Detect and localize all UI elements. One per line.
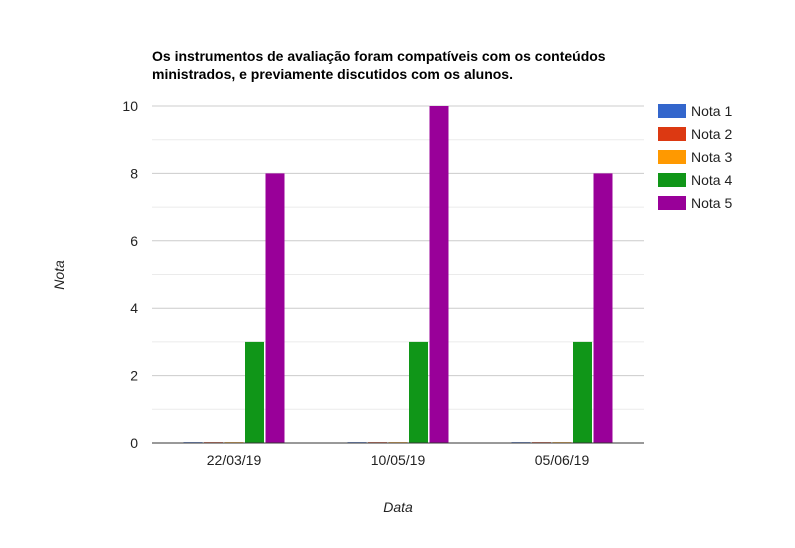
bar-nota-5-2[interactable] xyxy=(593,173,613,443)
y-tick-label: 4 xyxy=(130,300,138,316)
legend-swatch xyxy=(658,127,686,141)
legend-item-nota-3[interactable]: Nota 3 xyxy=(658,149,732,165)
legend-item-nota-4[interactable]: Nota 4 xyxy=(658,172,732,188)
y-tick-label: 2 xyxy=(130,368,138,384)
y-tick-label: 0 xyxy=(130,435,138,451)
y-tick-label: 8 xyxy=(130,165,138,181)
x-tick-label: 10/05/19 xyxy=(371,452,426,468)
gridlines xyxy=(152,105,644,410)
legend-label: Nota 2 xyxy=(691,126,732,142)
legend-label: Nota 3 xyxy=(691,149,732,165)
bar-nota-5-1[interactable] xyxy=(429,106,449,443)
legend-label: Nota 1 xyxy=(691,103,732,119)
y-tick-label: 10 xyxy=(122,98,138,114)
bar-nota-4-1[interactable] xyxy=(409,341,428,443)
legend-item-nota-5[interactable]: Nota 5 xyxy=(658,195,732,211)
legend-swatch xyxy=(658,173,686,187)
y-tick-label: 6 xyxy=(130,233,138,249)
legend-item-nota-1[interactable]: Nota 1 xyxy=(658,103,732,119)
bar-nota-5-0[interactable] xyxy=(265,173,285,443)
bar-nota-4-2[interactable] xyxy=(573,341,592,443)
y-axis-title: Nota xyxy=(51,260,67,290)
chart-title-line-2: ministrados, e previamente discutidos co… xyxy=(152,66,513,82)
legend-swatch xyxy=(658,104,686,118)
legend-label: Nota 5 xyxy=(691,195,732,211)
x-axis-title: Data xyxy=(383,499,413,515)
x-tick-label: 22/03/19 xyxy=(207,452,262,468)
bars xyxy=(183,106,613,443)
axes: 0 2 4 6 8 10 22/03/19 10/05/19 05/06/19 xyxy=(122,98,644,468)
legend-label: Nota 4 xyxy=(691,172,732,188)
bar-nota-4-0[interactable] xyxy=(245,341,264,443)
legend-swatch xyxy=(658,150,686,164)
chart-title-line-1: Os instrumentos de avaliação foram compa… xyxy=(152,48,606,64)
legend-swatch xyxy=(658,196,686,210)
legend-item-nota-2[interactable]: Nota 2 xyxy=(658,126,732,142)
x-tick-label: 05/06/19 xyxy=(535,452,590,468)
chart-title: Os instrumentos de avaliação foram compa… xyxy=(152,48,606,82)
legend[interactable]: Nota 1 Nota 2 Nota 3 Nota 4 Nota 5 xyxy=(658,103,732,211)
